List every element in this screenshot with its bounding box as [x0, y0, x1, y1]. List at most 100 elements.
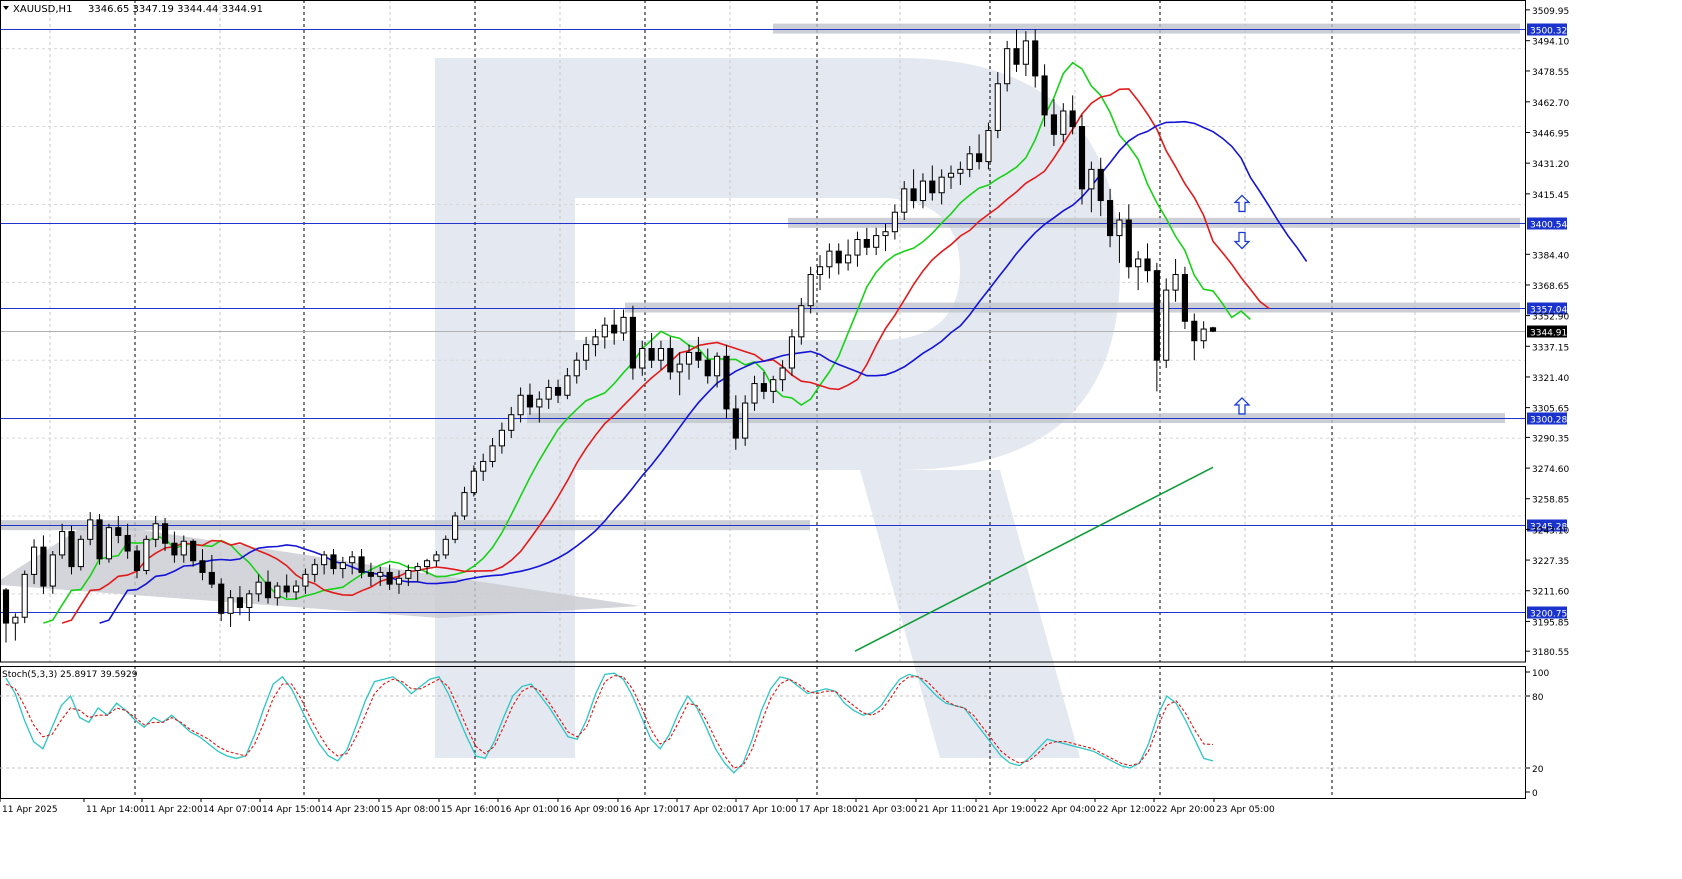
candle [264, 570, 272, 604]
candle [611, 309, 618, 345]
candle-bull [826, 250, 833, 268]
time-tick-label: 22 Apr 20:00 [1156, 805, 1215, 815]
candle-bear [124, 534, 131, 552]
candle [976, 134, 983, 170]
candle [770, 375, 777, 404]
candle [77, 535, 84, 571]
candle [882, 223, 889, 252]
candle-bear [283, 585, 290, 593]
candle [910, 169, 917, 209]
candle [816, 255, 824, 291]
candle-bear [1050, 114, 1058, 135]
candle [938, 169, 945, 205]
candle-bull [1135, 258, 1142, 268]
level-zone [773, 23, 1520, 34]
candle-bear [1078, 126, 1086, 190]
candle [620, 309, 627, 341]
candle [526, 383, 534, 415]
candle-bear [133, 550, 141, 571]
price-tick-label: 3446.95 [1532, 129, 1569, 139]
candle-bear [1032, 40, 1039, 77]
candle [152, 515, 159, 548]
candle [405, 564, 412, 587]
candle-bull [1022, 40, 1029, 65]
candle-bear [732, 408, 739, 439]
candle-bull [517, 394, 524, 416]
candle-bear [611, 324, 618, 334]
candle-bull [59, 531, 66, 556]
price-tick-label: 3368.65 [1532, 282, 1569, 292]
candle-bull [994, 83, 1001, 131]
price-tick-label: 3211.60 [1532, 588, 1569, 598]
candle-bull [583, 344, 590, 361]
candle [947, 165, 955, 189]
candle [957, 161, 964, 185]
ma-long-line [854, 466, 1214, 652]
candle [798, 297, 805, 345]
time-tick-label: 14 Apr 15:00 [262, 805, 321, 815]
candle [873, 227, 880, 256]
candle [255, 574, 262, 602]
candle-bear [68, 531, 75, 568]
triangle-pattern [0, 522, 640, 618]
ma-slow-line [99, 120, 1308, 624]
candle-bull [816, 266, 824, 276]
candle-bear [171, 542, 178, 556]
candle-bull [143, 538, 150, 571]
candle [919, 173, 927, 209]
candle-bull [601, 324, 608, 338]
price-tick-label: 3243.10 [1532, 526, 1569, 536]
candle [1172, 258, 1179, 302]
candle [583, 336, 590, 370]
level-lines: 3500.32 3400.54 3357.04 3300.28 3245.28 3200.… [0, 23, 1567, 620]
candle-bull [30, 546, 38, 575]
stoch-tick-label: 100 [1532, 669, 1549, 679]
candle [564, 367, 571, 400]
watermark-leg [860, 470, 1080, 758]
candle [470, 465, 477, 497]
candle-bull [685, 351, 693, 365]
candle [1004, 40, 1011, 92]
candle-bear [236, 597, 243, 608]
level-tag-text: 3400.54 [1530, 221, 1567, 231]
candle-bear [358, 556, 365, 573]
candle-bull [489, 445, 496, 462]
candle-bear [554, 386, 562, 396]
candle-bull [227, 597, 234, 614]
moving-averages [43, 61, 1308, 652]
candle [161, 517, 169, 552]
candle [49, 551, 56, 594]
candle [218, 578, 225, 622]
price-tick-label: 3274.60 [1532, 465, 1569, 475]
candle [601, 317, 608, 349]
candle [1022, 31, 1029, 76]
time-tick-label: 17 Apr 18:00 [799, 805, 858, 815]
candle-bull [676, 363, 683, 373]
candle-bull [423, 560, 431, 568]
candle-bull [405, 569, 412, 579]
candle [236, 586, 243, 616]
arrow-up-icon [1233, 194, 1251, 213]
candle [246, 589, 253, 622]
candle [330, 549, 337, 575]
candle [536, 391, 543, 423]
candle [1050, 99, 1058, 147]
candle [395, 570, 403, 594]
candle-bear [1209, 327, 1217, 332]
price-tick-label: 3180.55 [1532, 648, 1569, 658]
candle [1144, 243, 1151, 283]
candle-bull [985, 129, 992, 163]
level-price-tag: 3245.28 [1527, 519, 1567, 533]
candle-bear [1125, 219, 1132, 268]
candle-bull [545, 386, 552, 400]
candle-bull [255, 581, 262, 595]
candle [760, 371, 767, 400]
collapse-triangle-icon[interactable] [3, 6, 9, 10]
candle-bull [807, 274, 814, 307]
candle [863, 227, 870, 256]
time-tick-label: 16 Apr 17:00 [620, 805, 679, 815]
candle-bull [21, 573, 28, 618]
candle-bear [760, 383, 767, 392]
